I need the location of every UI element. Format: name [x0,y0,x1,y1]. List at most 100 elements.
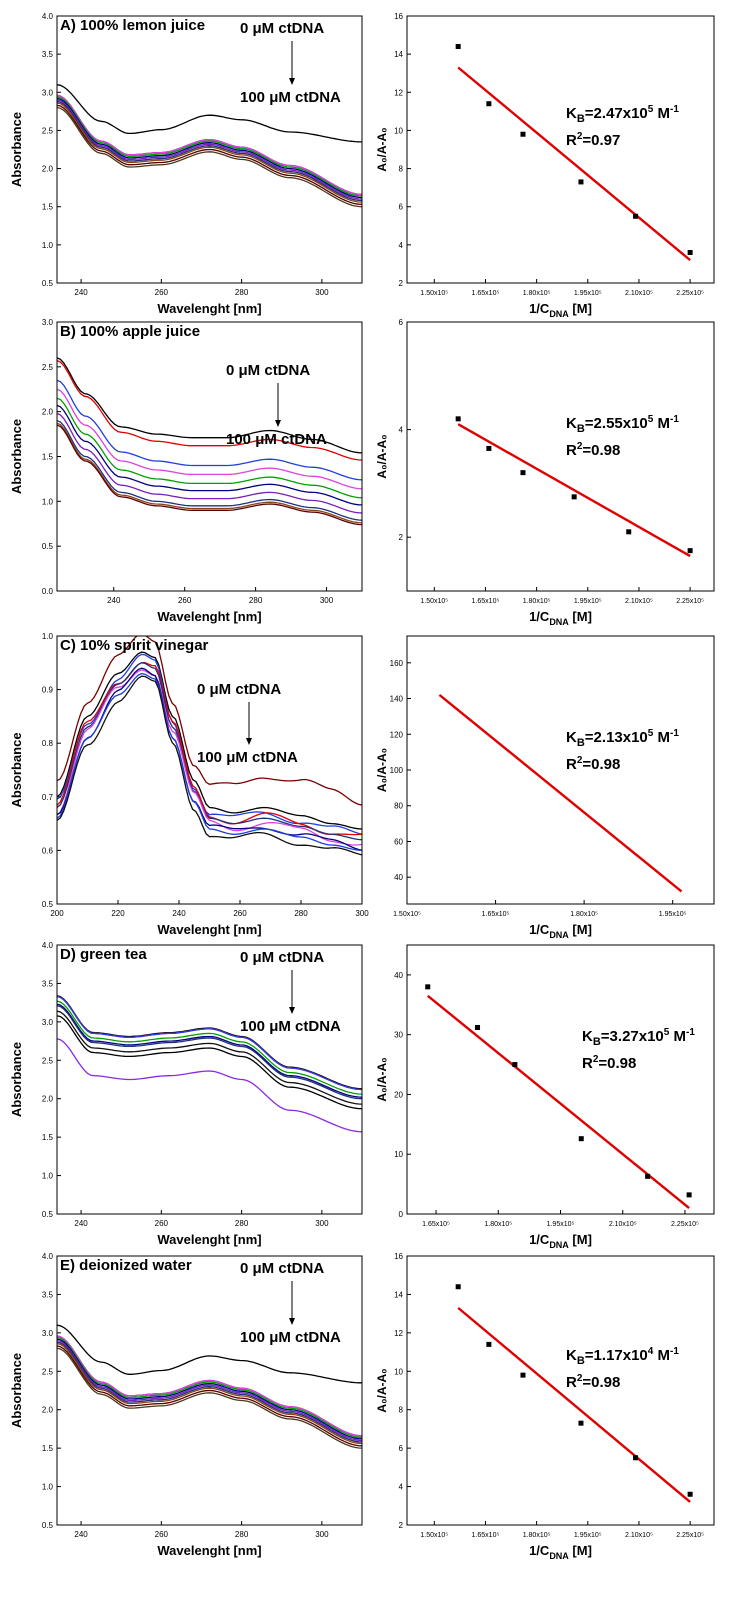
y-tick-label: 0.5 [42,1521,54,1530]
y-axis-label: A₀/A-A₀ [375,127,389,171]
x-tick-label: 240 [74,1530,88,1539]
y-tick-label: 8 [399,1406,404,1415]
x-axis-label-main: 1/C [529,922,550,937]
annotation-top: 0 μM ctDNA [240,949,324,966]
data-point [475,1024,481,1030]
r2-exponent: 2 [577,131,583,142]
spectra-panel-5: 0.5 1.0 1.5 2.0 2.5 3.0 3.5 4.0 240 260 280 300 Wave… [9,1252,363,1558]
panel-title: A) 100% lemon juice [60,17,205,34]
y-tick-label: 4.0 [42,12,54,21]
spectrum-curve [57,1010,362,1105]
kb-annotation: KB=2.13x105 M-1 [566,728,679,749]
spectrum-curve [57,636,362,806]
x-tick-label: 280 [235,288,249,297]
y-tick-label: 2.0 [42,408,54,417]
y-tick-label: 6 [399,1444,404,1453]
y-tick-label: 3.0 [42,88,54,97]
spectrum-curve [57,84,362,143]
x-tick-label: 200 [50,909,64,918]
y-tick-label: 12 [394,88,403,97]
r2-annotation: R2=0.98 [582,1054,636,1072]
y-tick-label: 100 [390,766,404,775]
x-tick-label: 240 [172,909,186,918]
x-tick-label: 1.95x10⁵ [574,290,602,297]
y-tick-label: 16 [394,12,403,21]
data-point [455,1284,461,1290]
x-axis-label: Wavelenght [nm] [157,1543,261,1558]
data-point [520,1372,526,1378]
kb-unit-exponent: -1 [670,1346,679,1357]
x-tick-label: 1.80x10⁵ [484,1221,512,1228]
x-tick-label: 1.65x10⁵ [482,911,510,918]
data-point [633,1455,639,1461]
r2-label: R [566,442,577,459]
y-tick-label: 3.0 [42,1329,54,1338]
spectrum-curve [57,995,362,1091]
kb-annotation: KB=2.47x105 M-1 [566,104,679,125]
y-tick-label: 4 [399,241,404,250]
spectrum-curve [57,1339,362,1442]
r2-value: =0.98 [598,1055,636,1072]
x-tick-label: 1.65x10⁵ [422,1221,450,1228]
kb-value: =3.27x10 [601,1028,664,1045]
x-tick-label: 260 [178,596,192,605]
y-tick-label: 140 [390,695,404,704]
x-axis-label-subscript: DNA [549,1240,569,1250]
y-tick-label: 8 [399,165,404,174]
spectra-panel-1: 0.5 1.0 1.5 2.0 2.5 3.0 3.5 4.0 240 260 280 300 Wave… [9,12,363,316]
spectrum-curve [57,1345,362,1447]
spectra-curves [57,636,362,856]
annotation-top: 0 μM ctDNA [197,681,281,698]
panel-title: E) deionized water [60,1257,192,1274]
plot-frame [406,944,715,1215]
kb-exponent: 4 [648,1346,654,1357]
y-tick-label: 1.0 [42,241,54,250]
x-tick-label: 2.25x10⁵ [676,598,704,605]
x-tick-label: 280 [294,909,308,918]
x-axis-label-unit: [M] [569,609,592,624]
arrow-head [289,1318,295,1325]
data-point [687,1491,693,1497]
y-tick-label: 14 [394,50,403,59]
y-tick-label: 4.0 [42,1252,54,1261]
x-axis-label-main: 1/C [529,609,550,624]
y-tick-label: 2.5 [42,1056,54,1065]
kb-unit-exponent: -1 [686,1027,695,1038]
arrow-head [275,420,281,427]
y-tick-label: 0.6 [42,846,54,855]
x-tick-label: 2.10x10⁵ [609,1221,637,1228]
x-tick-label: 1.80x10⁵ [523,598,551,605]
plot-frame [56,944,363,1215]
data-point [486,445,492,451]
x-tick-label: 300 [315,288,329,297]
panel-title: D) green tea [60,946,147,963]
data-point [520,131,526,137]
r2-label: R [566,756,577,773]
plot-frame [406,635,715,905]
y-tick-label: 16 [394,1252,403,1261]
fit-line [426,994,690,1209]
spectrum-curve [57,662,362,841]
data-point [571,494,577,500]
x-axis-label: Wavelenght [nm] [157,1232,261,1247]
panel-title: B) 100% apple juice [60,323,200,340]
x-axis-label-subscript: DNA [549,617,569,627]
y-axis-label: A₀/A-A₀ [375,1368,389,1412]
spectrum-curve [57,672,362,852]
y-tick-label: 40 [394,971,403,980]
kb-value: =1.17x10 [585,1347,648,1364]
data-point [455,416,461,422]
plot-frame [56,321,363,592]
spectrum-curve [57,995,362,1090]
x-tick-label: 1.50x10⁵ [420,290,448,297]
y-tick-label: 3.5 [42,979,54,988]
kb-subscript: B [577,113,585,125]
kb-unit-exponent: -1 [670,104,679,115]
kb-annotation: KB=1.17x104 M-1 [566,1346,679,1367]
x-tick-label: 1.95x10⁵ [574,598,602,605]
y-tick-label: 80 [394,802,403,811]
r2-exponent: 2 [593,1054,599,1065]
y-tick-label: 20 [394,1090,403,1099]
kb-value: =2.13x10 [585,729,648,746]
